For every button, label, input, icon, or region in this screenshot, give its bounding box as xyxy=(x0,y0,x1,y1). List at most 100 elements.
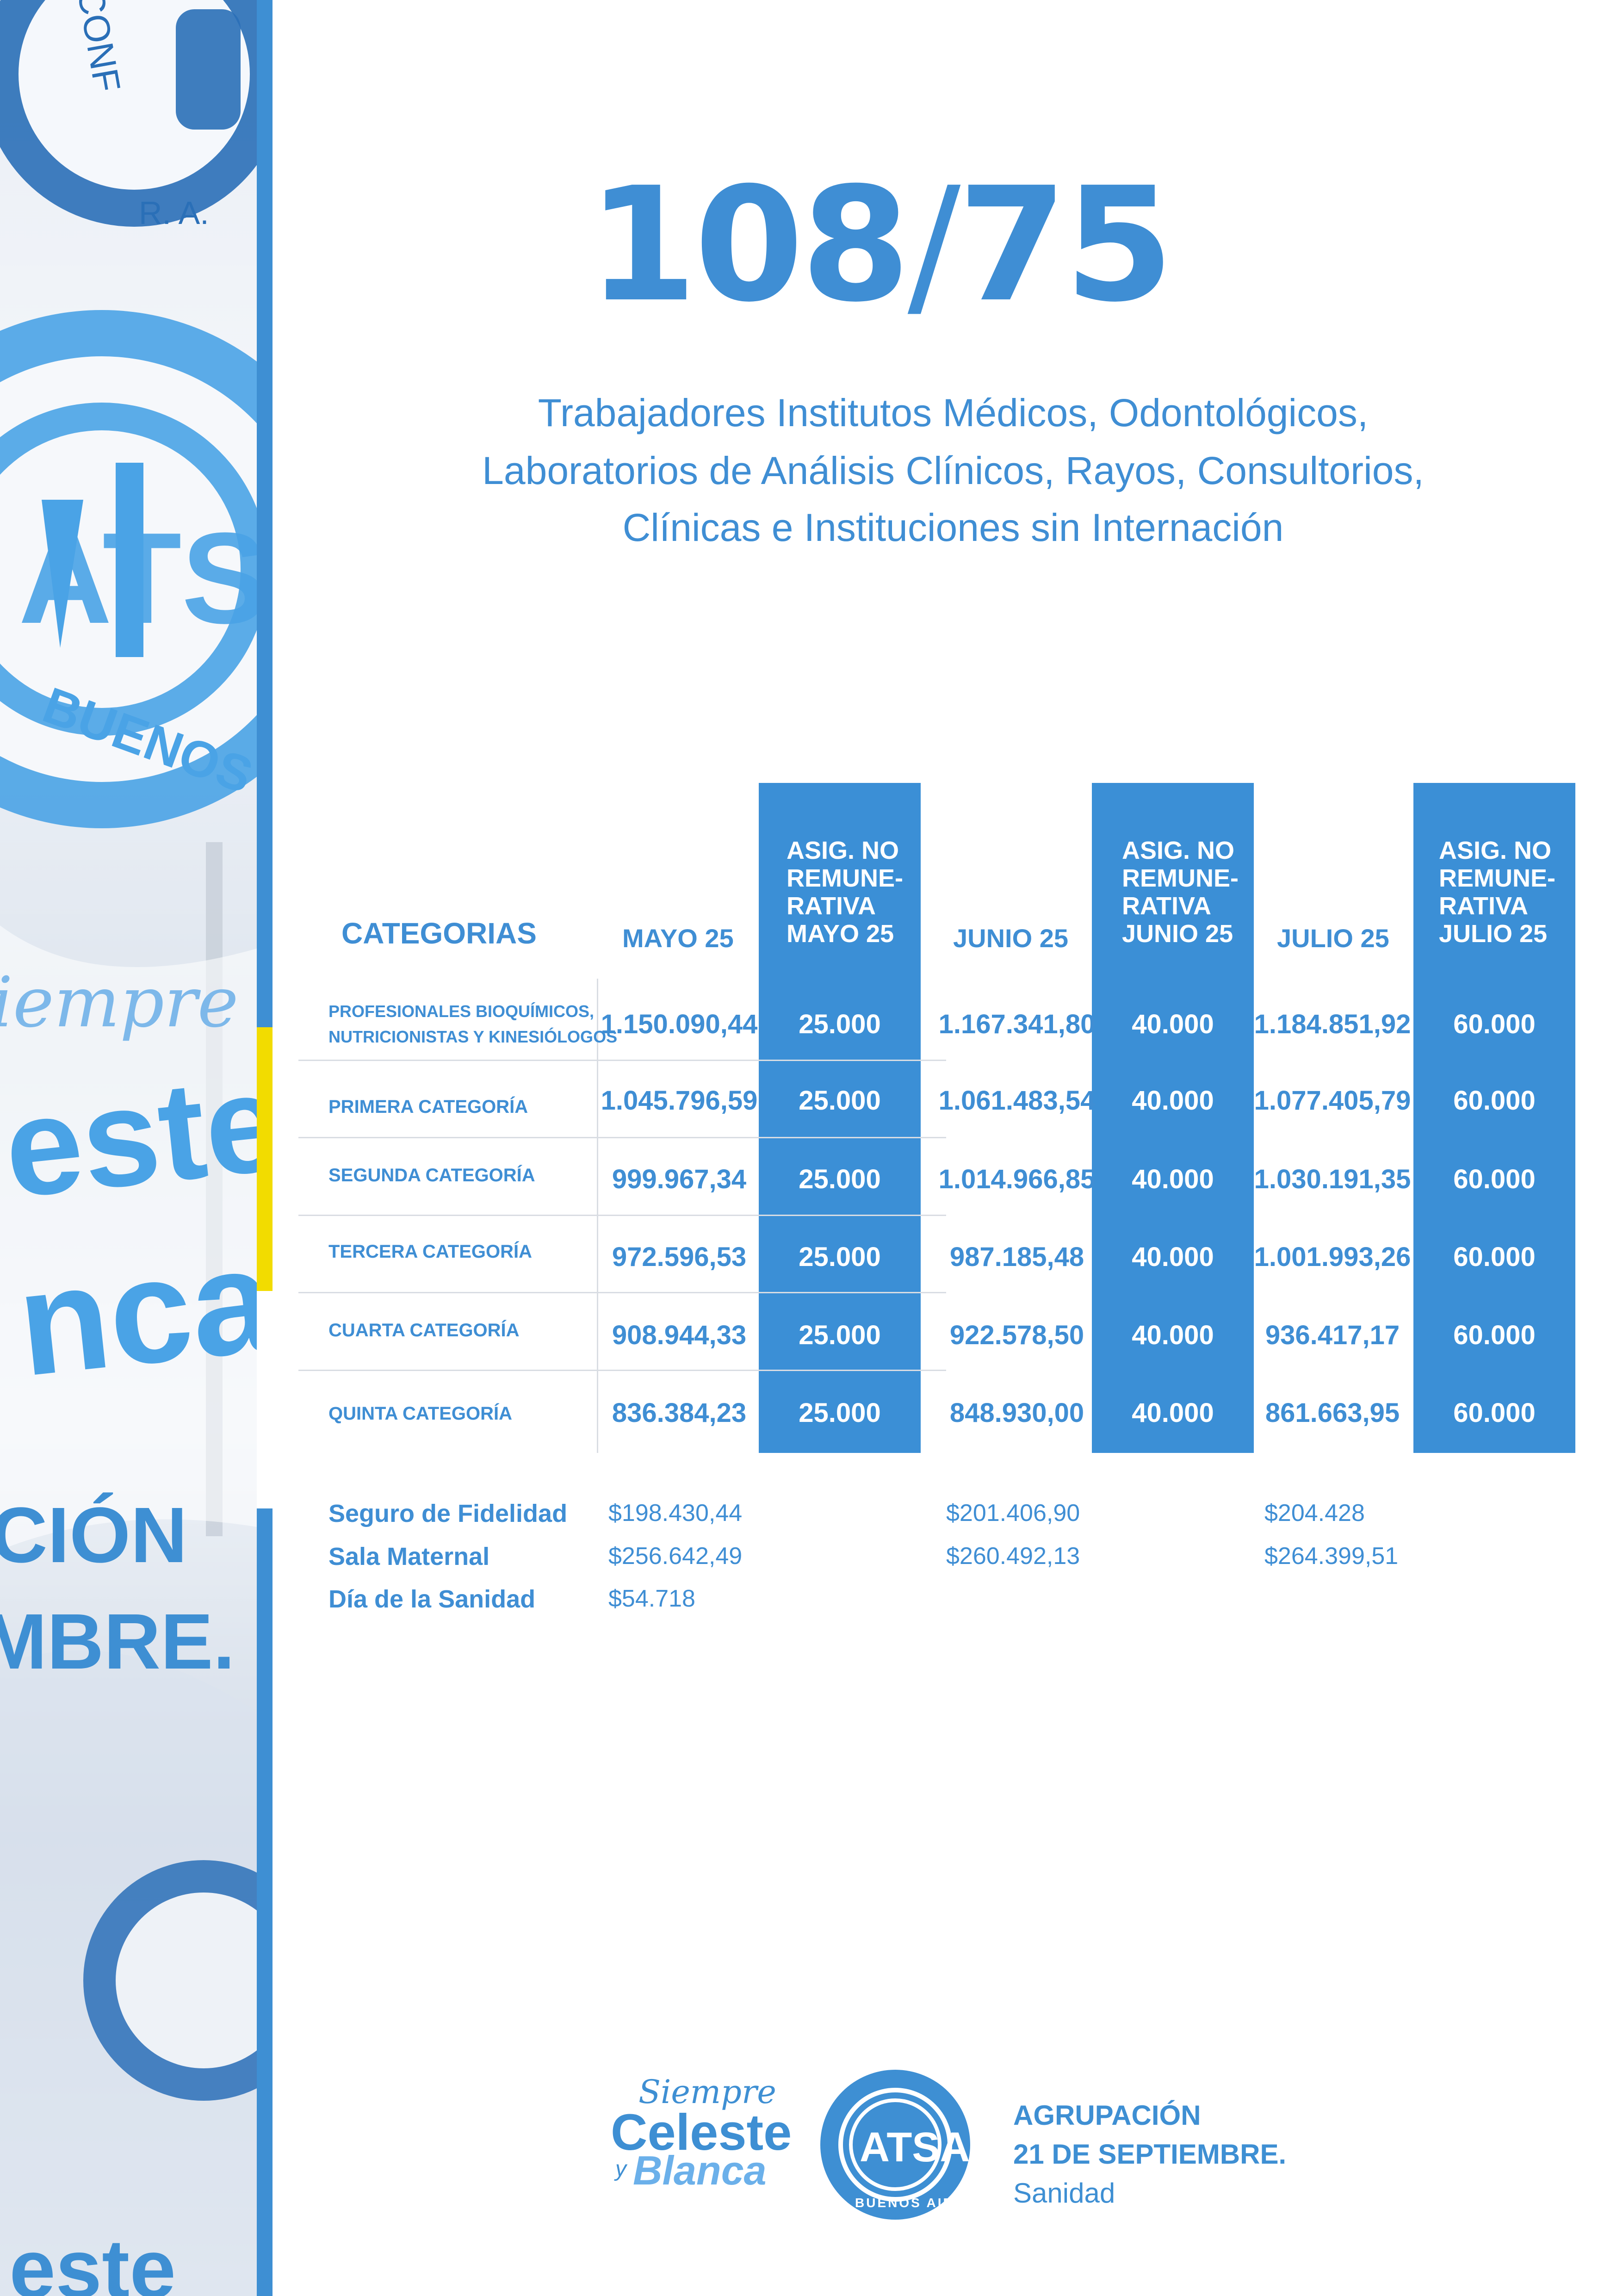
extra-sala-mayo: $256.642,49 xyxy=(608,1543,743,1570)
cell-primera-asig-julio: 60.000 xyxy=(1453,1086,1536,1116)
flag-text-celeste: este xyxy=(0,1043,257,1227)
logo-y: y xyxy=(615,2157,626,2181)
org-line-1: AGRUPACIÓN xyxy=(1013,2100,1201,2131)
cell-quinta-asig-junio: 40.000 xyxy=(1132,1398,1214,1428)
cell-cuarta-mayo: 908.944,33 xyxy=(612,1320,747,1350)
cell-cuarta-asig-junio: 40.000 xyxy=(1132,1320,1214,1350)
extra-label-dia: Día de la Sanidad xyxy=(328,1585,536,1613)
header-categorias: CATEGORIAS xyxy=(341,917,537,950)
category-primera: PRIMERA CATEGORÍA xyxy=(328,1097,528,1117)
cell-primera-junio: 1.061.483,54 xyxy=(938,1086,1096,1116)
cell-cuarta-asig-mayo: 25.000 xyxy=(799,1320,881,1350)
header-junio: JUNIO 25 xyxy=(953,924,1068,953)
flag-text-cion: CIÓN xyxy=(0,1491,187,1579)
row-divider xyxy=(298,1292,946,1293)
atsa-logo: ATSA BUENOS AIRES xyxy=(819,2068,976,2221)
cell-segunda-julio: 1.030.191,35 xyxy=(1254,1164,1411,1194)
cell-profesionales-junio: 1.167.341,80 xyxy=(938,1009,1096,1039)
cell-segunda-mayo: 999.967,34 xyxy=(612,1164,747,1194)
cell-tercera-asig-junio: 40.000 xyxy=(1132,1242,1214,1272)
category-tercera: TERCERA CATEGORÍA xyxy=(328,1241,532,1262)
logo-celeste: Celeste xyxy=(611,2104,792,2161)
cell-quinta-julio: 861.663,95 xyxy=(1265,1398,1400,1428)
header-mayo: MAYO 25 xyxy=(622,924,734,953)
flag-text-este-bottom: este xyxy=(9,2222,176,2296)
flag-text-ra: R. A. xyxy=(139,195,209,231)
cell-tercera-junio: 987.185,48 xyxy=(949,1242,1084,1272)
category-profesionales-line1: PROFESIONALES BIOQUÍMICOS, xyxy=(328,1002,595,1021)
cell-quinta-mayo: 836.384,23 xyxy=(612,1398,747,1428)
logo-siempre: Siempre xyxy=(638,2073,776,2111)
cell-segunda-asig-mayo: 25.000 xyxy=(799,1164,881,1194)
cell-profesionales-julio: 1.184.851,92 xyxy=(1254,1009,1411,1039)
flag-photo-decoration xyxy=(0,0,257,2296)
subtitle-line-1: Trabajadores Institutos Médicos, Odontol… xyxy=(538,391,1369,434)
cell-segunda-asig-junio: 40.000 xyxy=(1132,1164,1214,1194)
extra-label-sala: Sala Maternal xyxy=(328,1543,490,1570)
cell-cuarta-junio: 922.578,50 xyxy=(949,1320,1084,1350)
flag-text-mbre: MBRE. xyxy=(0,1598,235,1686)
agreement-number-left: 108 xyxy=(588,154,911,337)
cell-quinta-asig-mayo: 25.000 xyxy=(799,1398,881,1428)
row-divider xyxy=(298,1215,946,1216)
cell-tercera-asig-mayo: 25.000 xyxy=(799,1242,881,1272)
cell-segunda-asig-julio: 60.000 xyxy=(1453,1164,1536,1194)
cell-profesionales-asig-mayo: 25.000 xyxy=(799,1009,881,1039)
extra-label-seguro: Seguro de Fidelidad xyxy=(328,1500,568,1527)
extra-seguro-mayo: $198.430,44 xyxy=(608,1500,743,1527)
header-asig-mayo: ASIG. NO REMUNE- RATIVA MAYO 25 xyxy=(787,837,903,948)
flag-text-siempre: iempre xyxy=(0,962,239,1043)
category-cuarta: CUARTA CATEGORÍA xyxy=(328,1320,520,1340)
extra-sala-junio: $260.492,13 xyxy=(946,1543,1080,1570)
category-quinta: QUINTA CATEGORÍA xyxy=(328,1403,513,1424)
header-julio: JULIO 25 xyxy=(1277,924,1389,953)
accent-stripe-yellow xyxy=(257,1027,273,1291)
extra-sala-julio: $264.399,51 xyxy=(1264,1543,1399,1570)
row-divider xyxy=(298,1060,946,1061)
org-line-3: Sanidad xyxy=(1013,2178,1115,2209)
org-line-2: 21 DE SEPTIEMBRE. xyxy=(1013,2139,1287,2170)
atsa-emblem-icon xyxy=(820,2070,970,2220)
column-highlight-julio xyxy=(1413,783,1575,1453)
cell-tercera-mayo: 972.596,53 xyxy=(612,1242,747,1272)
cell-primera-asig-mayo: 25.000 xyxy=(799,1086,881,1116)
extra-seguro-junio: $201.406,90 xyxy=(946,1500,1080,1527)
flag-photo-strip: CONF R. A. ATSA BUENOS AI iempre este nc… xyxy=(0,0,257,2296)
category-profesionales-line2: NUTRICIONISTAS Y KINESIÓLOGOS xyxy=(328,1027,618,1046)
cell-quinta-junio: 848.930,00 xyxy=(949,1398,1084,1428)
extra-dia-mayo: $54.718 xyxy=(608,1585,695,1612)
column-highlight-junio xyxy=(1092,783,1254,1453)
cell-cuarta-julio: 936.417,17 xyxy=(1265,1320,1400,1350)
column-highlight-mayo xyxy=(759,783,921,1453)
subtitle-line-2: Laboratorios de Análisis Clínicos, Rayos… xyxy=(482,449,1424,492)
accent-stripe-white xyxy=(257,1291,273,1508)
cell-profesionales-asig-julio: 60.000 xyxy=(1453,1009,1536,1039)
subtitle-line-3: Clínicas e Instituciones sin Internación xyxy=(622,506,1284,549)
row-divider xyxy=(298,1370,946,1371)
cell-primera-mayo: 1.045.796,59 xyxy=(601,1086,758,1116)
atsa-logo-ring-text: BUENOS AIRES xyxy=(855,2196,976,2210)
category-segunda: SEGUNDA CATEGORÍA xyxy=(328,1165,535,1185)
header-asig-junio: ASIG. NO REMUNE- RATIVA JUNIO 25 xyxy=(1122,837,1239,948)
cell-segunda-junio: 1.014.966,85 xyxy=(938,1164,1096,1194)
atsa-logo-text: ATSA xyxy=(860,2124,970,2171)
flag-text-atsa: ATSA xyxy=(19,506,257,651)
accent-stripe-blue-bottom xyxy=(257,1508,273,2296)
cell-tercera-asig-julio: 60.000 xyxy=(1453,1242,1536,1272)
cell-profesionales-mayo: 1.150.090,44 xyxy=(601,1009,758,1039)
cell-cuarta-asig-julio: 60.000 xyxy=(1453,1320,1536,1350)
extra-seguro-julio: $204.428 xyxy=(1264,1500,1365,1527)
agreement-number-slash: / xyxy=(907,154,961,337)
agreement-number: 108/75 xyxy=(588,167,1174,324)
cell-profesionales-asig-junio: 40.000 xyxy=(1132,1009,1214,1039)
cell-tercera-julio: 1.001.993,26 xyxy=(1254,1242,1411,1272)
row-divider xyxy=(298,1137,946,1138)
accent-stripe-blue-top xyxy=(257,0,273,1027)
agreement-number-right: 75 xyxy=(958,154,1174,337)
logo-blanca: Blanca xyxy=(633,2147,767,2193)
cell-primera-julio: 1.077.405,79 xyxy=(1254,1086,1411,1116)
cell-quinta-asig-julio: 60.000 xyxy=(1453,1398,1536,1428)
header-asig-julio: ASIG. NO REMUNE- RATIVA JULIO 25 xyxy=(1439,837,1555,948)
flag-text-blanca: nca xyxy=(10,1216,257,1407)
cell-primera-asig-junio: 40.000 xyxy=(1132,1086,1214,1116)
